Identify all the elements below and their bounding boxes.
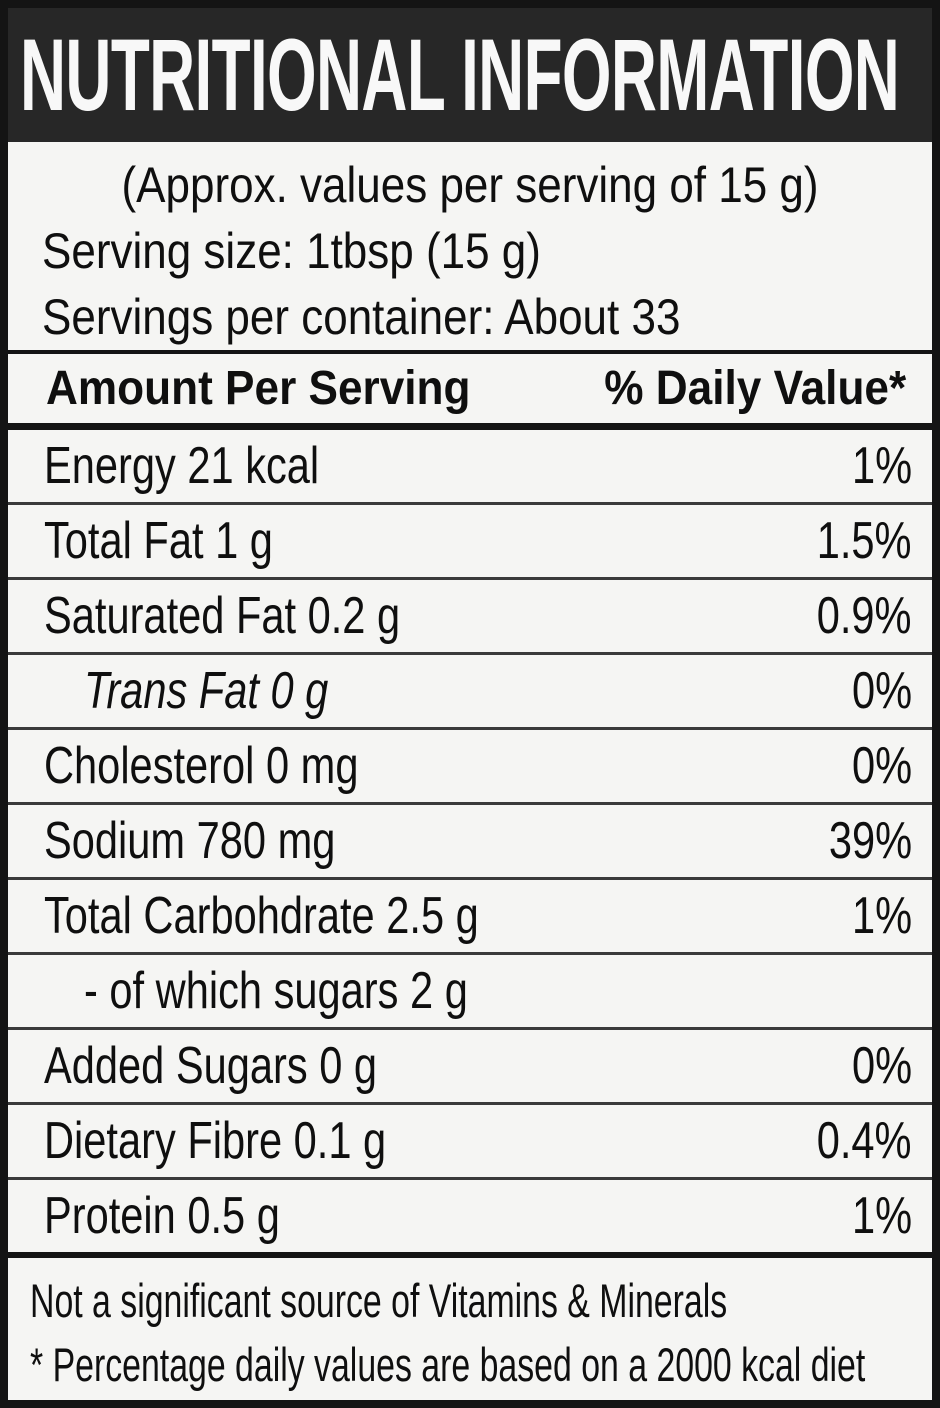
- row-daily-value: 1%: [851, 1187, 912, 1245]
- row-label: Saturated Fat 0.2 g: [44, 587, 401, 645]
- row-daily-value: 1%: [851, 887, 912, 945]
- table-row: Added Sugars 0 g 0%: [8, 1027, 932, 1102]
- table-row: Cholesterol 0 mg 0%: [8, 727, 932, 802]
- row-label: Cholesterol 0 mg: [44, 737, 359, 795]
- serving-size-line: Serving size: 1tbsp (15 g): [42, 223, 541, 279]
- row-daily-value: 0%: [851, 662, 912, 720]
- label-title: NUTRITIONAL INFORMATION: [20, 17, 900, 132]
- row-label: Energy 21 kcal: [44, 437, 320, 495]
- servings-per-container-line: Servings per container: About 33: [42, 289, 681, 345]
- daily-value-basis-note: * Percentage daily values are based on a…: [30, 1338, 866, 1391]
- row-label: Sodium 780 mg: [44, 812, 336, 870]
- daily-value-header: % Daily Value*: [604, 362, 906, 415]
- footnotes-section: Not a significant source of Vitamins & M…: [8, 1252, 932, 1400]
- table-row: Protein 0.5 g 1%: [8, 1177, 932, 1252]
- row-daily-value: 0%: [851, 1037, 912, 1095]
- table-row: Total Fat 1 g 1.5%: [8, 502, 932, 577]
- table-row: Energy 21 kcal 1%: [8, 430, 932, 502]
- row-label: Total Fat 1 g: [44, 512, 273, 570]
- row-label: Dietary Fibre 0.1 g: [44, 1112, 387, 1170]
- row-daily-value: 39%: [828, 812, 912, 870]
- vitamins-minerals-note: Not a significant source of Vitamins & M…: [30, 1274, 728, 1327]
- row-label: Protein 0.5 g: [44, 1187, 280, 1245]
- row-daily-value: 1.5%: [817, 512, 912, 570]
- row-label: Trans Fat 0 g: [84, 662, 329, 720]
- row-daily-value: 0%: [851, 737, 912, 795]
- row-daily-value: 0.9%: [817, 587, 912, 645]
- table-row: Saturated Fat 0.2 g 0.9%: [8, 577, 932, 652]
- row-daily-value: 0.4%: [817, 1112, 912, 1170]
- amount-per-serving-header: Amount Per Serving: [46, 362, 471, 415]
- table-row: Dietary Fibre 0.1 g 0.4%: [8, 1102, 932, 1177]
- table-row: - of which sugars 2 g: [8, 952, 932, 1027]
- approx-values-note: (Approx. values per serving of 15 g): [121, 157, 819, 213]
- table-row: Trans Fat 0 g 0%: [8, 652, 932, 727]
- table-row: Sodium 780 mg 39%: [8, 802, 932, 877]
- row-label: - of which sugars 2 g: [84, 962, 468, 1020]
- row-label: Total Carbohdrate 2.5 g: [44, 887, 479, 945]
- nutrient-rows: Energy 21 kcal 1% Total Fat 1 g 1.5% Saturat…: [8, 430, 932, 1252]
- table-header-row: Amount Per Serving % Daily Value*: [8, 350, 932, 430]
- row-label: Added Sugars 0 g: [44, 1037, 378, 1095]
- serving-info-section: (Approx. values per serving of 15 g) Ser…: [8, 142, 932, 350]
- row-daily-value: 1%: [851, 437, 912, 495]
- table-row: Total Carbohdrate 2.5 g 1%: [8, 877, 932, 952]
- label-title-band: NUTRITIONAL INFORMATION: [8, 8, 932, 142]
